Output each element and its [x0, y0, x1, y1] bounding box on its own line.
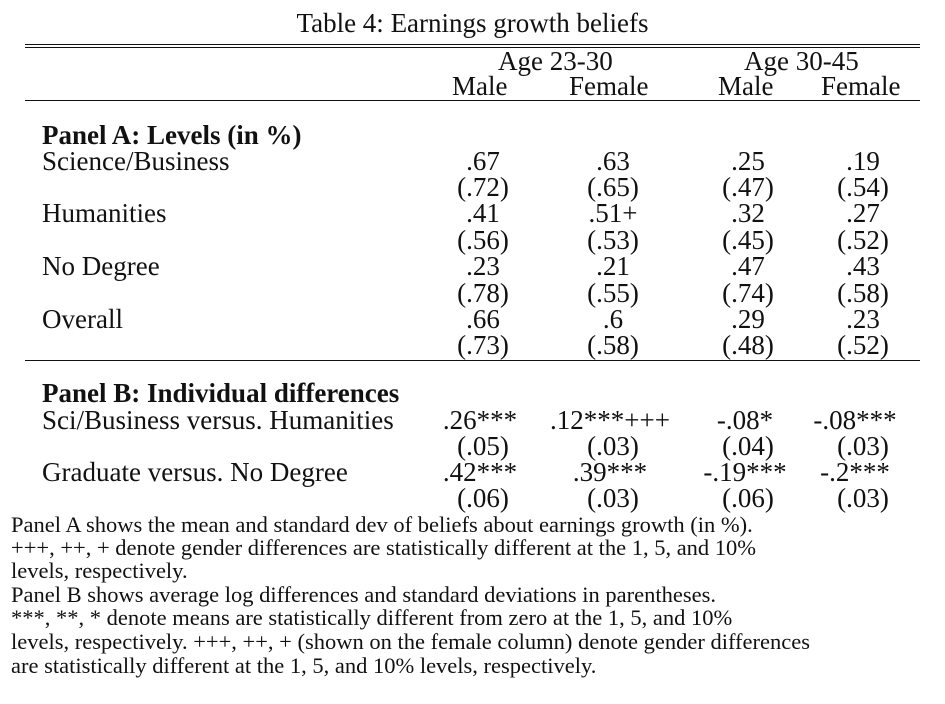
value-cell: .47: [731, 251, 765, 281]
value-cell: .19: [846, 146, 880, 176]
sd-cell: (.58): [837, 278, 889, 308]
row-label-science-business: Science/Business: [42, 146, 230, 176]
value-cell: -.19***: [703, 457, 787, 487]
note-line: Panel A shows the mean and standard dev …: [11, 512, 753, 537]
value-cell: .67: [466, 146, 500, 176]
sd-cell: (.47): [722, 172, 774, 202]
sd-cell: (.73): [457, 330, 509, 360]
table-title: Table 4: Earnings growth beliefs: [296, 8, 649, 38]
group-header-age-30-45: Age 30-45: [744, 46, 859, 76]
sd-cell: (.03): [837, 431, 889, 461]
panel-rule: [25, 360, 920, 361]
sd-cell: (.05): [457, 431, 509, 461]
row-label-overall: Overall: [42, 304, 123, 334]
value-cell: .51+: [588, 198, 638, 228]
sd-cell: (.04): [722, 431, 774, 461]
sd-cell: (.06): [457, 483, 509, 513]
sd-cell: (.55): [587, 278, 639, 308]
value-cell: .26***: [442, 405, 518, 435]
group-header-age-23-30: Age 23-30: [498, 46, 613, 76]
sd-cell: (.48): [722, 330, 774, 360]
sd-cell: (.52): [837, 225, 889, 255]
top-rule-1: [25, 44, 920, 45]
value-cell: .39***: [572, 457, 648, 487]
row-label-graduate-vs-no-degree: Graduate versus. No Degree: [42, 457, 348, 487]
note-line: levels, respectively. +++, ++, + (shown …: [11, 629, 810, 654]
note-line: levels, respectively.: [11, 558, 188, 583]
value-cell: .43: [846, 251, 880, 281]
sd-cell: (.06): [722, 483, 774, 513]
value-cell: .32: [731, 198, 765, 228]
note-line: ***, **, * denote means are statisticall…: [11, 605, 733, 630]
column-header-male-1: Male: [452, 71, 508, 101]
sd-cell: (.56): [457, 225, 509, 255]
sd-cell: (.53): [587, 225, 639, 255]
note-line: are statistically different at the 1, 5,…: [11, 653, 597, 678]
value-cell: .41: [466, 198, 500, 228]
value-cell: .23: [466, 251, 500, 281]
sd-cell: (.45): [722, 225, 774, 255]
column-header-female-2: Female: [821, 71, 901, 101]
sd-cell: (.58): [587, 330, 639, 360]
value-cell: .63: [596, 146, 630, 176]
value-cell: .29: [731, 304, 765, 334]
sd-cell: (.52): [837, 330, 889, 360]
sd-cell: (.03): [587, 431, 639, 461]
value-cell: -.08***: [813, 405, 897, 435]
sd-cell: (.54): [837, 172, 889, 202]
value-cell: .42***: [442, 457, 518, 487]
header-rule: [25, 100, 920, 101]
value-cell: .21: [596, 251, 630, 281]
value-cell: .23: [846, 304, 880, 334]
sd-cell: (.03): [587, 483, 639, 513]
top-rule-2: [25, 47, 920, 48]
sd-cell: (.65): [587, 172, 639, 202]
value-cell: .12***+++: [550, 405, 670, 435]
note-line: Panel B shows average log differences an…: [11, 582, 716, 607]
row-label-no-degree: No Degree: [42, 251, 160, 281]
sd-cell: (.78): [457, 278, 509, 308]
value-cell: -.08*: [716, 405, 774, 435]
panel-a-heading: Panel A: Levels (in %): [42, 120, 302, 150]
value-cell: -.2***: [820, 457, 890, 487]
column-header-female-1: Female: [569, 71, 649, 101]
row-label-sci-business-vs-humanities: Sci/Business versus. Humanities: [42, 405, 394, 435]
panel-b-heading: Panel B: Individual differences: [42, 378, 400, 408]
value-cell: .66: [466, 304, 500, 334]
value-cell: .27: [846, 198, 880, 228]
sd-cell: (.74): [722, 278, 774, 308]
note-line: +++, ++, + denote gender differences are…: [11, 535, 757, 560]
value-cell: .25: [731, 146, 765, 176]
column-header-male-2: Male: [718, 71, 774, 101]
sd-cell: (.72): [457, 172, 509, 202]
value-cell: .6: [602, 304, 624, 334]
sd-cell: (.03): [837, 483, 889, 513]
row-label-humanities: Humanities: [42, 198, 167, 228]
